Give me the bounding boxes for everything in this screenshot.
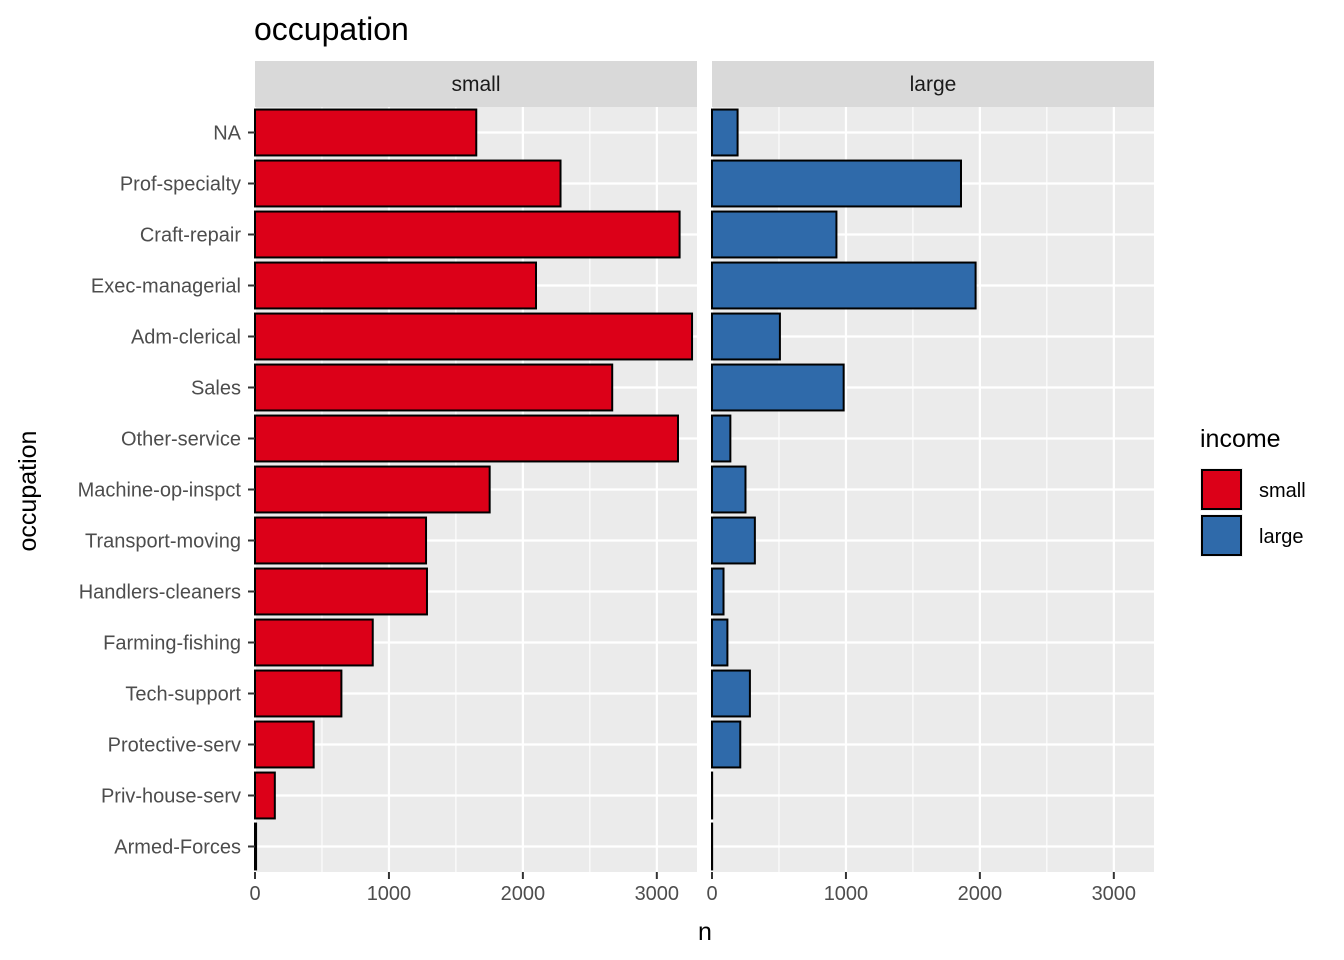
legend-label-large: large xyxy=(1259,526,1303,548)
bar-large-Machine-op-inspct xyxy=(711,465,747,514)
x-axis-title: n xyxy=(698,918,712,946)
bar-small-Farming-fishing xyxy=(254,618,374,667)
y-tick-label: Farming-fishing xyxy=(103,633,241,655)
bar-large-Other-service xyxy=(711,414,732,463)
x-tick-label: 3000 xyxy=(1092,883,1137,905)
facet-panels: small 0 1000 2000 3000 large 0 1000 2000 3000 xyxy=(249,61,1154,905)
bar-large-NA xyxy=(711,108,739,157)
y-tick-label: Protective-serv xyxy=(108,735,241,757)
y-tick-label: Sales xyxy=(191,378,241,400)
facet-strip-large xyxy=(712,61,1154,107)
x-tick-label: 2000 xyxy=(501,883,546,905)
x-tick-label: 2000 xyxy=(958,883,1003,905)
bar-large-Handlers-cleaners xyxy=(711,567,725,616)
legend-swatch-small xyxy=(1201,469,1242,510)
bar-small-Other-service xyxy=(254,414,679,463)
y-tick-label: Other-service xyxy=(121,429,241,451)
bar-large-Transport-moving xyxy=(711,516,756,565)
bar-small-Exec-managerial xyxy=(254,261,538,310)
y-tick-label: Machine-op-inspct xyxy=(78,480,242,502)
y-tick-label: Armed-Forces xyxy=(114,837,241,859)
bar-large-Farming-fishing xyxy=(711,618,729,667)
y-axis: NA Prof-specialty Craft-repair Exec-manager… xyxy=(78,123,255,859)
legend-title: income xyxy=(1200,425,1281,453)
panel-small: small 0 1000 2000 3000 xyxy=(249,61,697,905)
bar-small-Tech-support xyxy=(254,669,343,718)
facet-strip-label: small xyxy=(451,73,500,96)
x-tick-label: 0 xyxy=(706,883,717,905)
bar-small-Priv-house-serv xyxy=(254,771,276,820)
bar-large-Exec-managerial xyxy=(711,261,977,310)
bar-large-Prof-specialty xyxy=(711,159,962,208)
bar-small-Sales xyxy=(254,363,614,412)
y-axis-title: occupation xyxy=(14,431,42,552)
bar-small-Handlers-cleaners xyxy=(254,567,428,616)
y-tick-label: Tech-support xyxy=(125,684,241,706)
bar-large-Protective-serv xyxy=(711,720,742,769)
bar-small-Adm-clerical xyxy=(254,312,694,361)
y-tick-label: Exec-managerial xyxy=(91,276,241,298)
bar-large-Sales xyxy=(711,363,845,412)
x-tick-label: 3000 xyxy=(635,883,680,905)
y-tick-label: Adm-clerical xyxy=(131,327,241,349)
bar-small-Transport-moving xyxy=(254,516,428,565)
bar-small-Craft-repair xyxy=(254,210,681,259)
bar-small-Machine-op-inspct xyxy=(254,465,491,514)
panel-large: large 0 1000 2000 3000 xyxy=(706,61,1154,905)
legend-label-small: small xyxy=(1259,480,1306,502)
y-tick-label: Priv-house-serv xyxy=(101,786,241,808)
bar-large-Craft-repair xyxy=(711,210,838,259)
bar-large-Tech-support xyxy=(711,669,751,718)
legend-swatch-large xyxy=(1201,515,1242,556)
legend: income small large xyxy=(1200,425,1306,557)
facet-strip-label: large xyxy=(910,73,957,96)
y-tick-label: Handlers-cleaners xyxy=(79,582,241,604)
y-tick-label: Craft-repair xyxy=(140,225,241,247)
bar-small-NA xyxy=(254,108,478,157)
bar-small-Prof-specialty xyxy=(254,159,562,208)
x-tick-label: 1000 xyxy=(367,883,412,905)
y-tick-label: Transport-moving xyxy=(85,531,241,553)
y-tick-label: Prof-specialty xyxy=(120,174,241,196)
x-tick-label: 1000 xyxy=(824,883,869,905)
bar-small-Armed-Forces xyxy=(254,822,258,871)
facet-strip-small xyxy=(255,61,697,107)
chart-title: occupation xyxy=(254,11,409,47)
bar-small-Protective-serv xyxy=(254,720,315,769)
y-tick-label: NA xyxy=(213,123,241,145)
bar-large-Adm-clerical xyxy=(711,312,781,361)
x-tick-label: 0 xyxy=(249,883,260,905)
